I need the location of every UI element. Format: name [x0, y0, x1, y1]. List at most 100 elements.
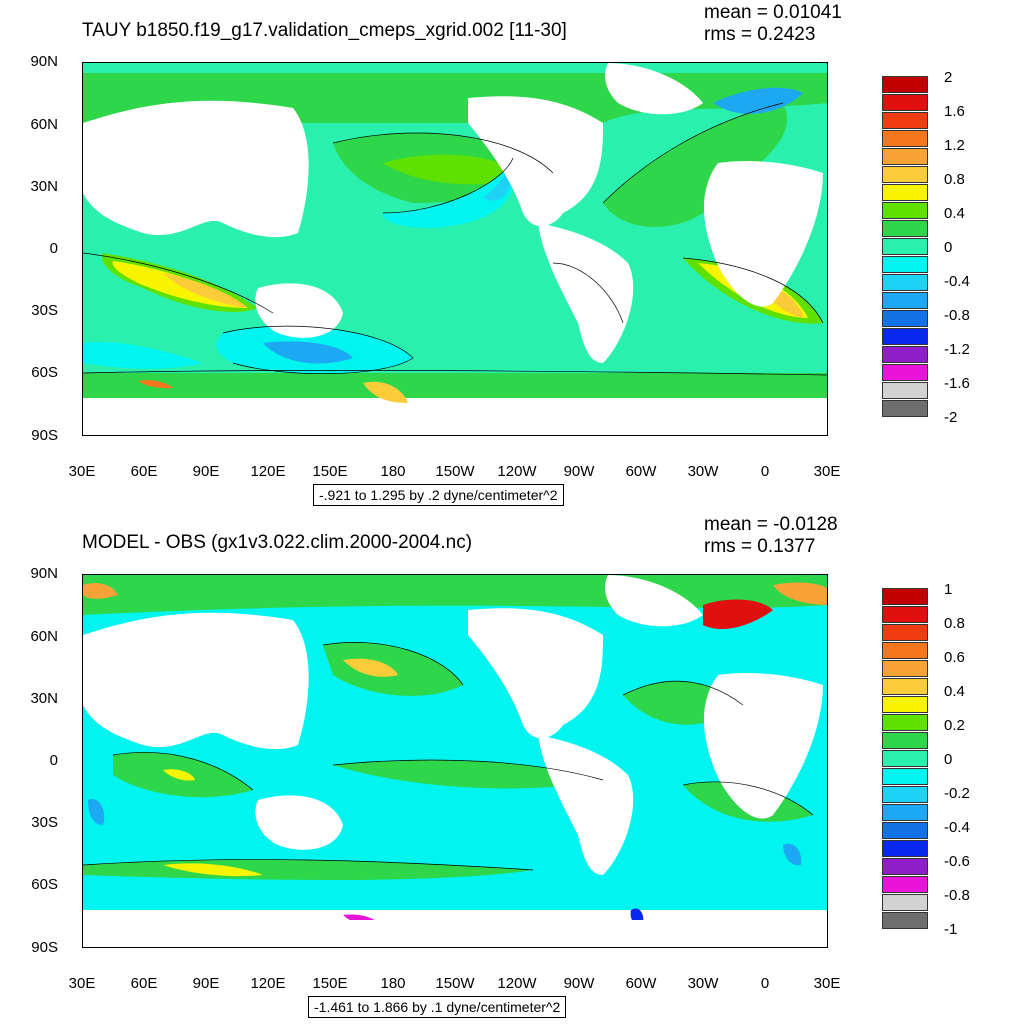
colorbar-swatch	[882, 76, 928, 93]
colorbar-swatch	[882, 382, 928, 399]
contour-band	[83, 583, 118, 599]
land-africa	[703, 673, 823, 819]
contour-band	[263, 341, 353, 364]
panel-tauy: TAUY b1850.f19_g17.validation_cmeps_xgri…	[30, 2, 970, 506]
colorbar-swatch	[882, 624, 928, 641]
contour-lines	[83, 102, 827, 376]
colorbar-label: 2	[944, 69, 953, 86]
colorbar-swatch	[882, 786, 928, 803]
rms-stat: rms = 0.2423	[704, 24, 816, 45]
colorbar-swatch	[882, 894, 928, 911]
contour-band	[783, 843, 802, 866]
colorbar-swatch	[882, 130, 928, 147]
colorbar-label: -0.2	[944, 785, 970, 802]
land-eurasia	[83, 100, 309, 238]
lon-label: 30W	[687, 975, 719, 992]
lat-label: 60S	[31, 364, 58, 381]
contour-band	[383, 154, 523, 185]
lat-label: 90S	[31, 427, 58, 444]
lon-label: 30E	[813, 463, 841, 480]
colorbar-swatch	[882, 166, 928, 183]
lon-label: 0	[760, 463, 770, 480]
lon-label: 90E	[192, 463, 220, 480]
colorbar-label: 0	[944, 239, 953, 256]
colorbar-swatch	[882, 696, 928, 713]
lon-label: 120E	[250, 463, 286, 480]
colorbar-swatch	[882, 876, 928, 893]
contour-band	[343, 658, 398, 677]
colorbar-swatch	[882, 274, 928, 291]
lon-label: 60W	[625, 463, 657, 480]
contour-lines	[83, 642, 814, 871]
contour-range-label: -.921 to 1.295 by .2 dyne/centimeter^2	[313, 484, 564, 506]
colorbar-swatch	[882, 184, 928, 201]
colorbar-label: -0.4	[944, 273, 970, 290]
colorbar-swatch	[882, 660, 928, 677]
lon-label: 120W	[497, 463, 537, 480]
colorbar-label: -0.8	[944, 307, 970, 324]
colorbar	[882, 588, 928, 931]
lon-label: 90E	[192, 975, 220, 992]
land-south-america	[538, 223, 634, 363]
contour-map	[83, 63, 827, 435]
colorbar-label: -0.6	[944, 853, 970, 870]
colorbar-swatch	[882, 256, 928, 273]
lon-label: 120E	[250, 975, 286, 992]
colorbar-swatch	[882, 364, 928, 381]
colorbar-swatch	[882, 642, 928, 659]
lat-label: 0	[49, 240, 58, 257]
panel-title: TAUY b1850.f19_g17.validation_cmeps_xgri…	[82, 20, 567, 41]
contour-band	[483, 163, 512, 201]
lat-label: 90N	[30, 565, 58, 582]
colorbar-label: 0.4	[944, 683, 965, 700]
lat-label: 30S	[31, 814, 58, 831]
contour-map	[83, 575, 827, 947]
panel-model-obs: MODEL - OBS (gx1v3.022.clim.2000-2004.nc…	[0, 512, 1024, 1024]
colorbar-swatch	[882, 346, 928, 363]
colorbar	[882, 76, 928, 419]
land-antarctica	[83, 408, 827, 435]
rms-stat: rms = 0.1377	[704, 536, 816, 557]
colorbar-label: 0.8	[944, 171, 965, 188]
colorbar-swatch	[882, 328, 928, 345]
lat-label: 90N	[30, 53, 58, 70]
contour-band	[138, 380, 173, 389]
contour-band	[88, 799, 105, 825]
contour-band	[163, 769, 195, 781]
land-greenland	[605, 575, 703, 627]
colorbar-swatch	[882, 804, 928, 821]
lon-label: 60W	[625, 975, 657, 992]
lon-label: 30W	[687, 463, 719, 480]
lon-label: 150E	[312, 463, 348, 480]
lat-label: 0	[49, 752, 58, 769]
contour-band	[333, 760, 603, 789]
colorbar-label: 0.2	[944, 717, 965, 734]
lon-label: 0	[760, 975, 770, 992]
lon-label: 150W	[435, 463, 475, 480]
colorbar-swatch	[882, 588, 928, 605]
colorbar-swatch	[882, 310, 928, 327]
colorbar-swatch	[882, 714, 928, 731]
colorbar-label: 1	[944, 581, 953, 598]
land-greenland	[605, 63, 703, 115]
map-field	[82, 62, 828, 436]
mean-stat: mean = 0.01041	[704, 2, 842, 23]
contour-band	[83, 342, 203, 369]
lon-label: 150W	[435, 975, 475, 992]
colorbar-label: -1.6	[944, 375, 970, 392]
colorbar-swatch	[882, 202, 928, 219]
land-australia	[255, 283, 343, 338]
colorbar-swatch	[882, 840, 928, 857]
colorbar-swatch	[882, 606, 928, 623]
colorbar-swatch	[882, 292, 928, 309]
land-north-america	[468, 608, 603, 739]
colorbar-swatch	[882, 750, 928, 767]
land-eurasia	[83, 612, 309, 750]
lat-label: 90S	[31, 939, 58, 956]
colorbar-label: 0	[944, 751, 953, 768]
colorbar-label: 0.4	[944, 205, 965, 222]
colorbar-label: -1	[944, 921, 958, 938]
colorbar-swatch	[882, 678, 928, 695]
lat-label: 30N	[30, 178, 58, 195]
map-field	[82, 574, 828, 948]
